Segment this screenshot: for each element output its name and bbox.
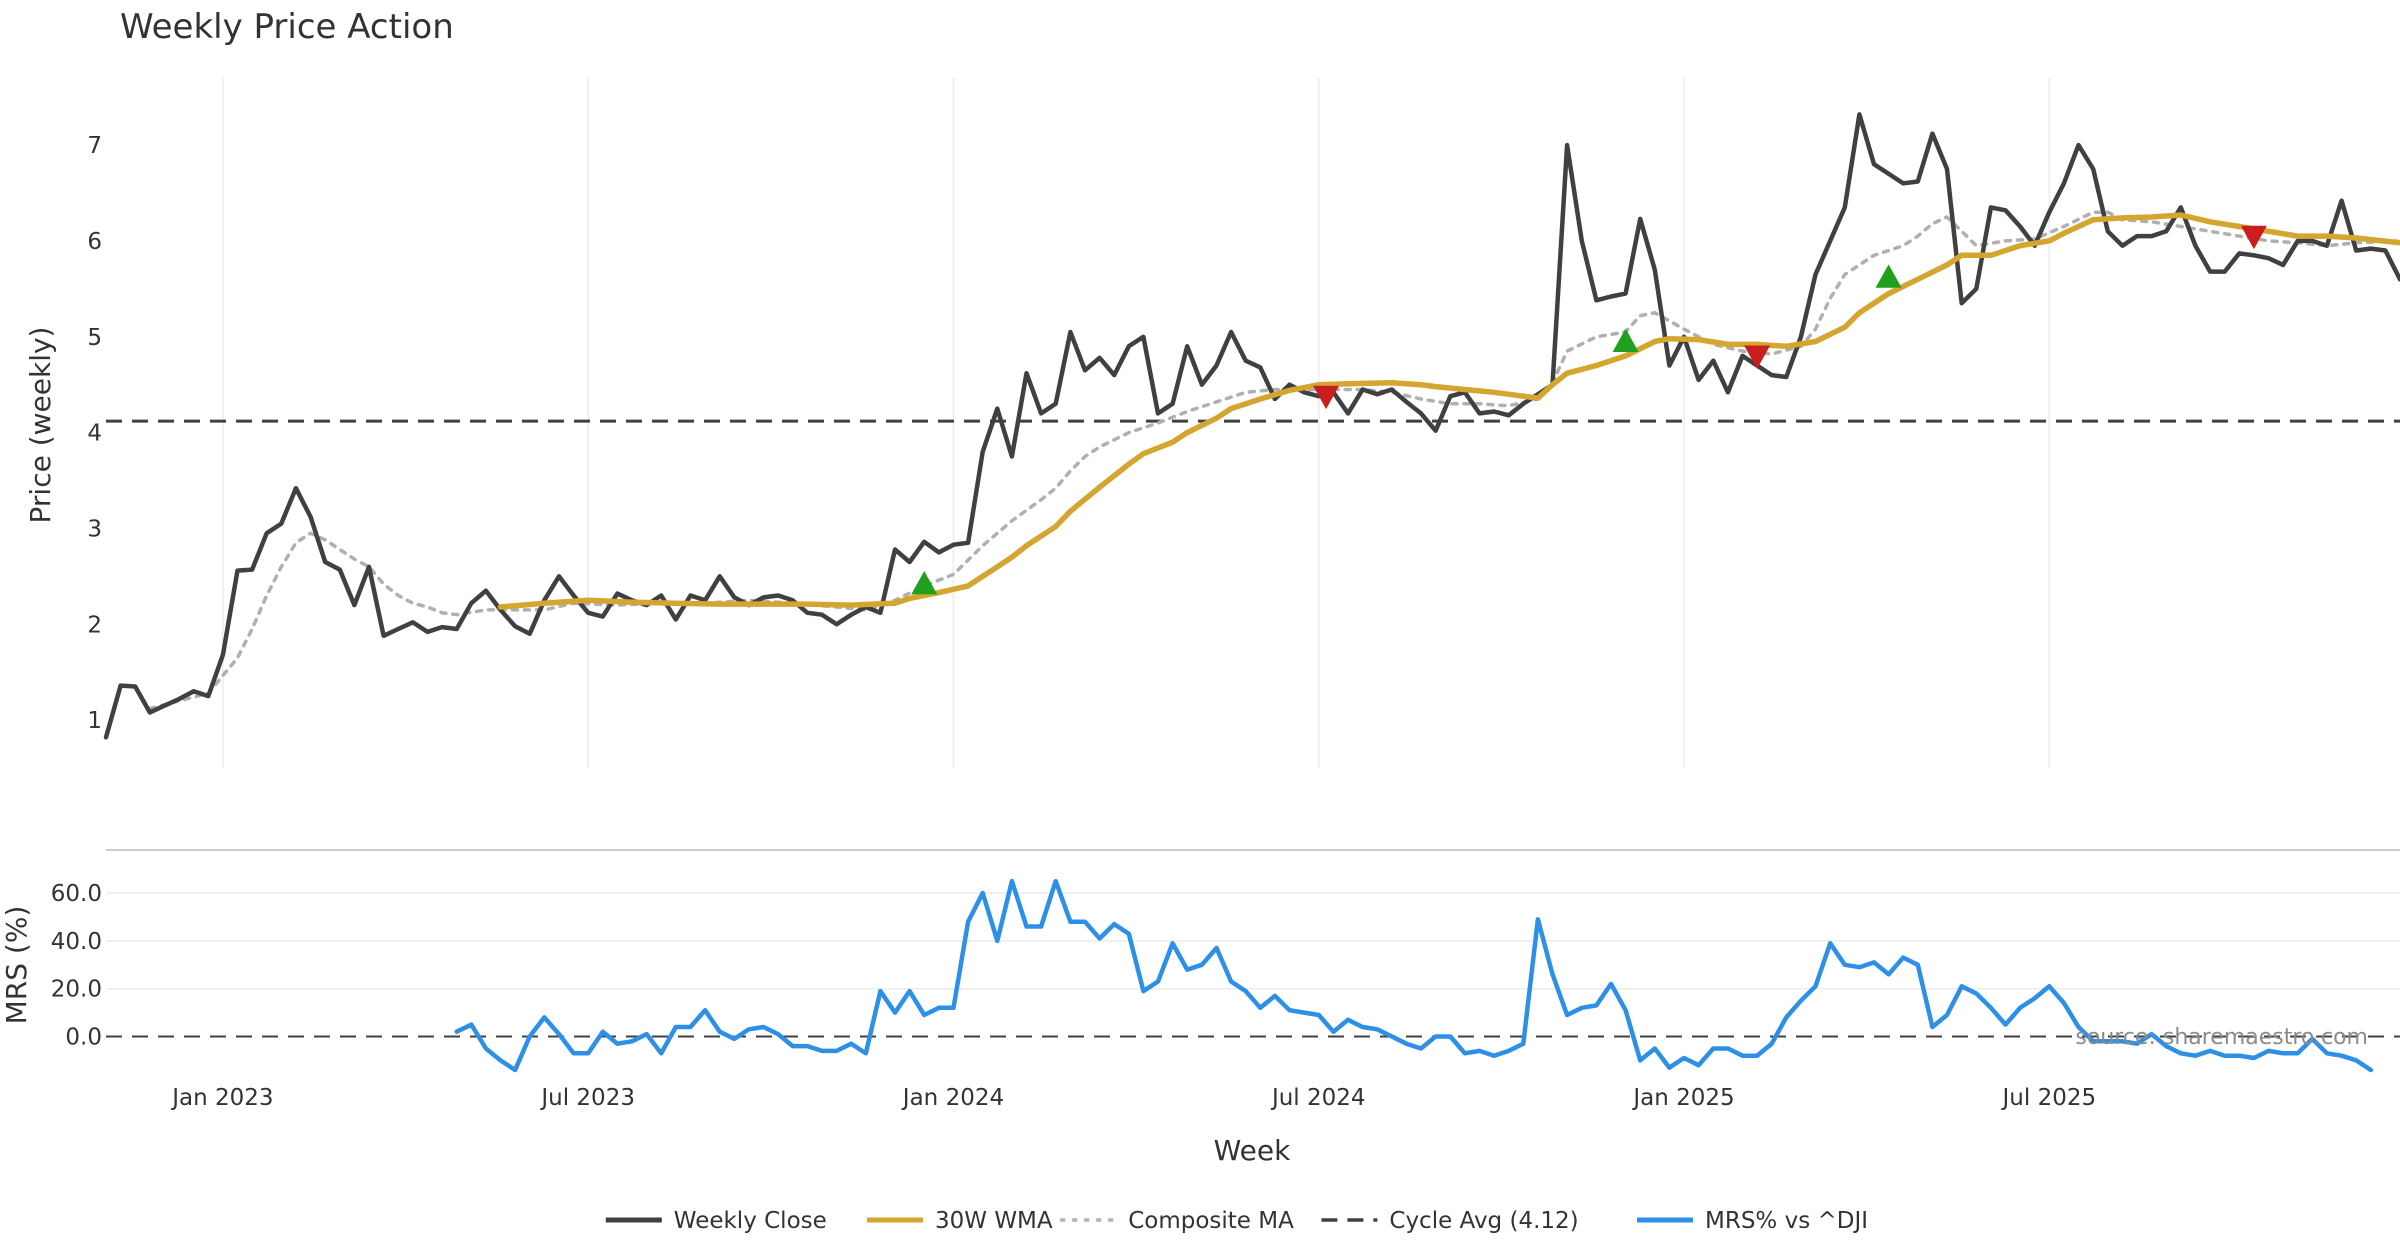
chart-title: Weekly Price Action: [120, 7, 454, 47]
series-line-composite-ma: [148, 210, 2400, 711]
x-tick-2: Jan 2024: [901, 1085, 1004, 1111]
price-y-tick-5: 6: [87, 229, 102, 255]
mrs-y-tick-0: 0.0: [65, 1025, 102, 1051]
x-tick-4: Jan 2025: [1631, 1085, 1734, 1111]
sell-marker-1: [1313, 385, 1340, 410]
legend-label-1: 30W WMA: [935, 1208, 1053, 1234]
series-line-weekly-close: [103, 112, 2400, 740]
mrs-y-tick-2: 40.0: [51, 929, 102, 955]
sell-marker-5: [2240, 225, 2267, 250]
price-panel: 1 2 3 4 5 6 7: [87, 78, 2400, 768]
source-text: source: sharemaestro.com: [2075, 1025, 2368, 1050]
x-tick-1: Jul 2023: [539, 1085, 635, 1111]
x-tick-5: Jul 2025: [2001, 1085, 2097, 1111]
mrs-y-axis-label: MRS (%): [0, 906, 33, 1025]
sell-marker-3: [1744, 345, 1771, 369]
mrs-y-tick-1: 20.0: [51, 977, 102, 1003]
price-y-tick-0: 1: [87, 708, 102, 734]
legend-label-4: MRS% vs ^DJI: [1705, 1208, 1868, 1234]
series-line-mrs-vs-dji: [454, 878, 2374, 1073]
price-y-tick-4: 5: [87, 325, 102, 351]
price-y-tick-1: 2: [87, 612, 102, 638]
legend: Weekly Close 30W WMA Composite MA Cycle Avg…: [605, 1208, 1868, 1234]
mrs-y-tick-3: 60.0: [51, 881, 102, 907]
x-tick-3: Jul 2024: [1270, 1085, 1366, 1111]
series-line-30w-wma: [497, 212, 2400, 610]
price-y-axis-label: Price (weekly): [24, 327, 57, 524]
mrs-panel: 0.0 20.0 40.0 60.0 Jan 2023 Jul 2023 Jan 2024 J…: [51, 849, 2400, 1111]
x-axis-label: Week: [1214, 1134, 1291, 1167]
price-y-tick-2: 3: [87, 516, 102, 542]
buy-marker-2: [1612, 328, 1639, 352]
legend-label-2: Composite MA: [1128, 1208, 1294, 1234]
price-y-tick-6: 7: [87, 133, 102, 159]
legend-label-0: Weekly Close: [674, 1208, 827, 1234]
x-tick-0: Jan 2023: [170, 1085, 273, 1111]
buy-marker-4: [1875, 264, 1902, 288]
buy-marker-0: [911, 571, 938, 595]
legend-label-3: Cycle Avg (4.12): [1389, 1208, 1578, 1234]
price-y-tick-3: 4: [87, 421, 102, 447]
